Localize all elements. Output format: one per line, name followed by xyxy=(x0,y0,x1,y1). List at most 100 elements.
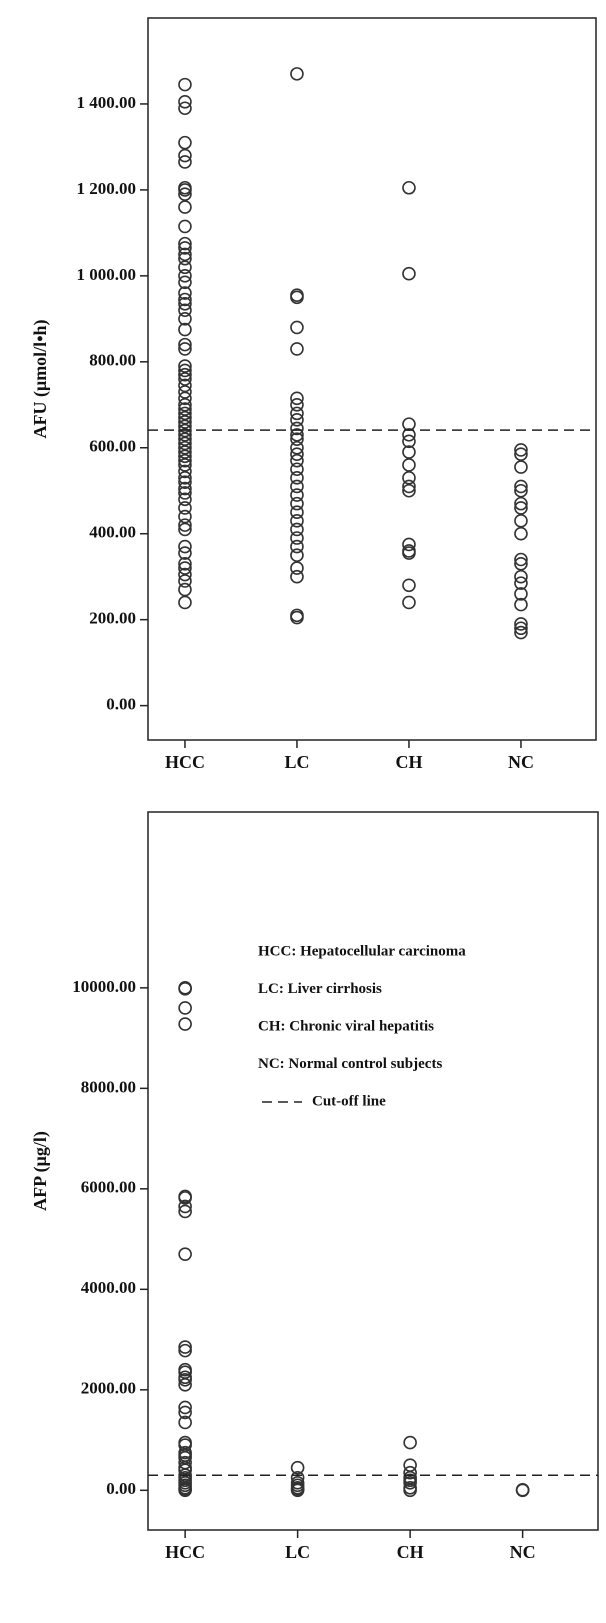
point xyxy=(178,1372,192,1387)
point xyxy=(178,464,192,479)
point xyxy=(403,1465,417,1480)
point xyxy=(402,578,416,593)
point xyxy=(178,445,192,459)
point xyxy=(178,296,192,311)
point xyxy=(178,397,192,412)
point xyxy=(178,1204,192,1219)
point xyxy=(290,290,304,305)
point xyxy=(178,475,192,489)
point xyxy=(178,148,192,163)
point xyxy=(290,320,304,335)
point xyxy=(178,219,192,234)
y-tick-label: 2000.00 xyxy=(81,1379,136,1398)
point xyxy=(178,101,192,116)
point xyxy=(178,275,192,290)
x-tick-label: HCC xyxy=(165,1542,205,1562)
legend-entry: LC: Liver cirrhosis xyxy=(258,981,382,997)
point xyxy=(402,428,416,442)
y-axis-label: AFU (μmol/l•h) xyxy=(30,319,51,438)
legend-entry: CH: Chronic viral hepatitis xyxy=(258,1018,434,1034)
point xyxy=(178,595,192,610)
point xyxy=(178,471,192,485)
point xyxy=(178,449,192,464)
point xyxy=(178,260,192,275)
y-tick-label: 8000.00 xyxy=(81,1077,136,1096)
point xyxy=(178,481,192,496)
point xyxy=(178,410,192,425)
point xyxy=(178,303,192,318)
point xyxy=(402,546,416,560)
point xyxy=(514,621,528,636)
point xyxy=(290,514,304,528)
point xyxy=(178,406,192,421)
point xyxy=(402,483,416,498)
y-tick-label: 400.00 xyxy=(89,523,136,542)
y-tick-label: 6000.00 xyxy=(81,1178,136,1197)
point xyxy=(402,479,416,494)
y-axis-label: AFP (μg/l) xyxy=(30,1131,51,1211)
point xyxy=(178,322,192,337)
y-tick-label: 1 000.00 xyxy=(77,265,137,284)
point xyxy=(290,471,304,485)
point xyxy=(178,292,192,307)
y-tick-label: 1 400.00 xyxy=(77,93,137,112)
point xyxy=(290,462,304,477)
point xyxy=(178,378,192,393)
point xyxy=(514,576,528,590)
point xyxy=(402,266,416,281)
point xyxy=(290,406,304,421)
legend-entry: NC: Normal control subjects xyxy=(258,1056,442,1072)
point xyxy=(290,569,304,584)
point xyxy=(178,155,192,169)
point xyxy=(178,372,192,386)
point xyxy=(515,1483,530,1498)
point xyxy=(403,1483,417,1498)
point xyxy=(290,447,304,462)
point xyxy=(178,200,192,214)
point xyxy=(514,447,528,462)
y-tick-label: 0.00 xyxy=(106,1479,136,1498)
point xyxy=(178,342,192,356)
point xyxy=(178,187,192,202)
point xyxy=(402,471,416,485)
point xyxy=(178,269,192,283)
point xyxy=(290,561,304,575)
y-tick-label: 600.00 xyxy=(89,437,136,456)
point xyxy=(178,95,192,109)
point xyxy=(178,458,192,472)
point xyxy=(514,443,528,457)
point xyxy=(178,1247,192,1261)
point xyxy=(290,531,304,545)
x-tick-label: CH xyxy=(395,752,422,772)
point xyxy=(514,597,528,612)
point xyxy=(290,539,304,554)
point xyxy=(514,483,528,498)
legend-entry: Cut-off line xyxy=(312,1093,386,1109)
point xyxy=(178,286,192,300)
point xyxy=(178,509,192,524)
point xyxy=(178,367,192,382)
point xyxy=(290,428,304,442)
point xyxy=(178,423,192,438)
point xyxy=(290,548,304,563)
point xyxy=(178,251,192,266)
point xyxy=(178,183,192,197)
point xyxy=(178,1400,192,1415)
point xyxy=(290,421,304,436)
point xyxy=(290,453,304,468)
point xyxy=(290,342,304,356)
point xyxy=(178,1415,192,1430)
point xyxy=(178,1483,192,1498)
point xyxy=(178,1377,192,1392)
x-tick-label: NC xyxy=(510,1542,536,1562)
point xyxy=(178,419,192,434)
point xyxy=(290,1460,305,1475)
point xyxy=(290,391,304,406)
point xyxy=(290,505,304,520)
point xyxy=(178,582,192,597)
point xyxy=(178,486,192,500)
y-tick-label: 1 200.00 xyxy=(77,179,137,198)
point xyxy=(514,501,528,515)
point xyxy=(178,440,192,455)
